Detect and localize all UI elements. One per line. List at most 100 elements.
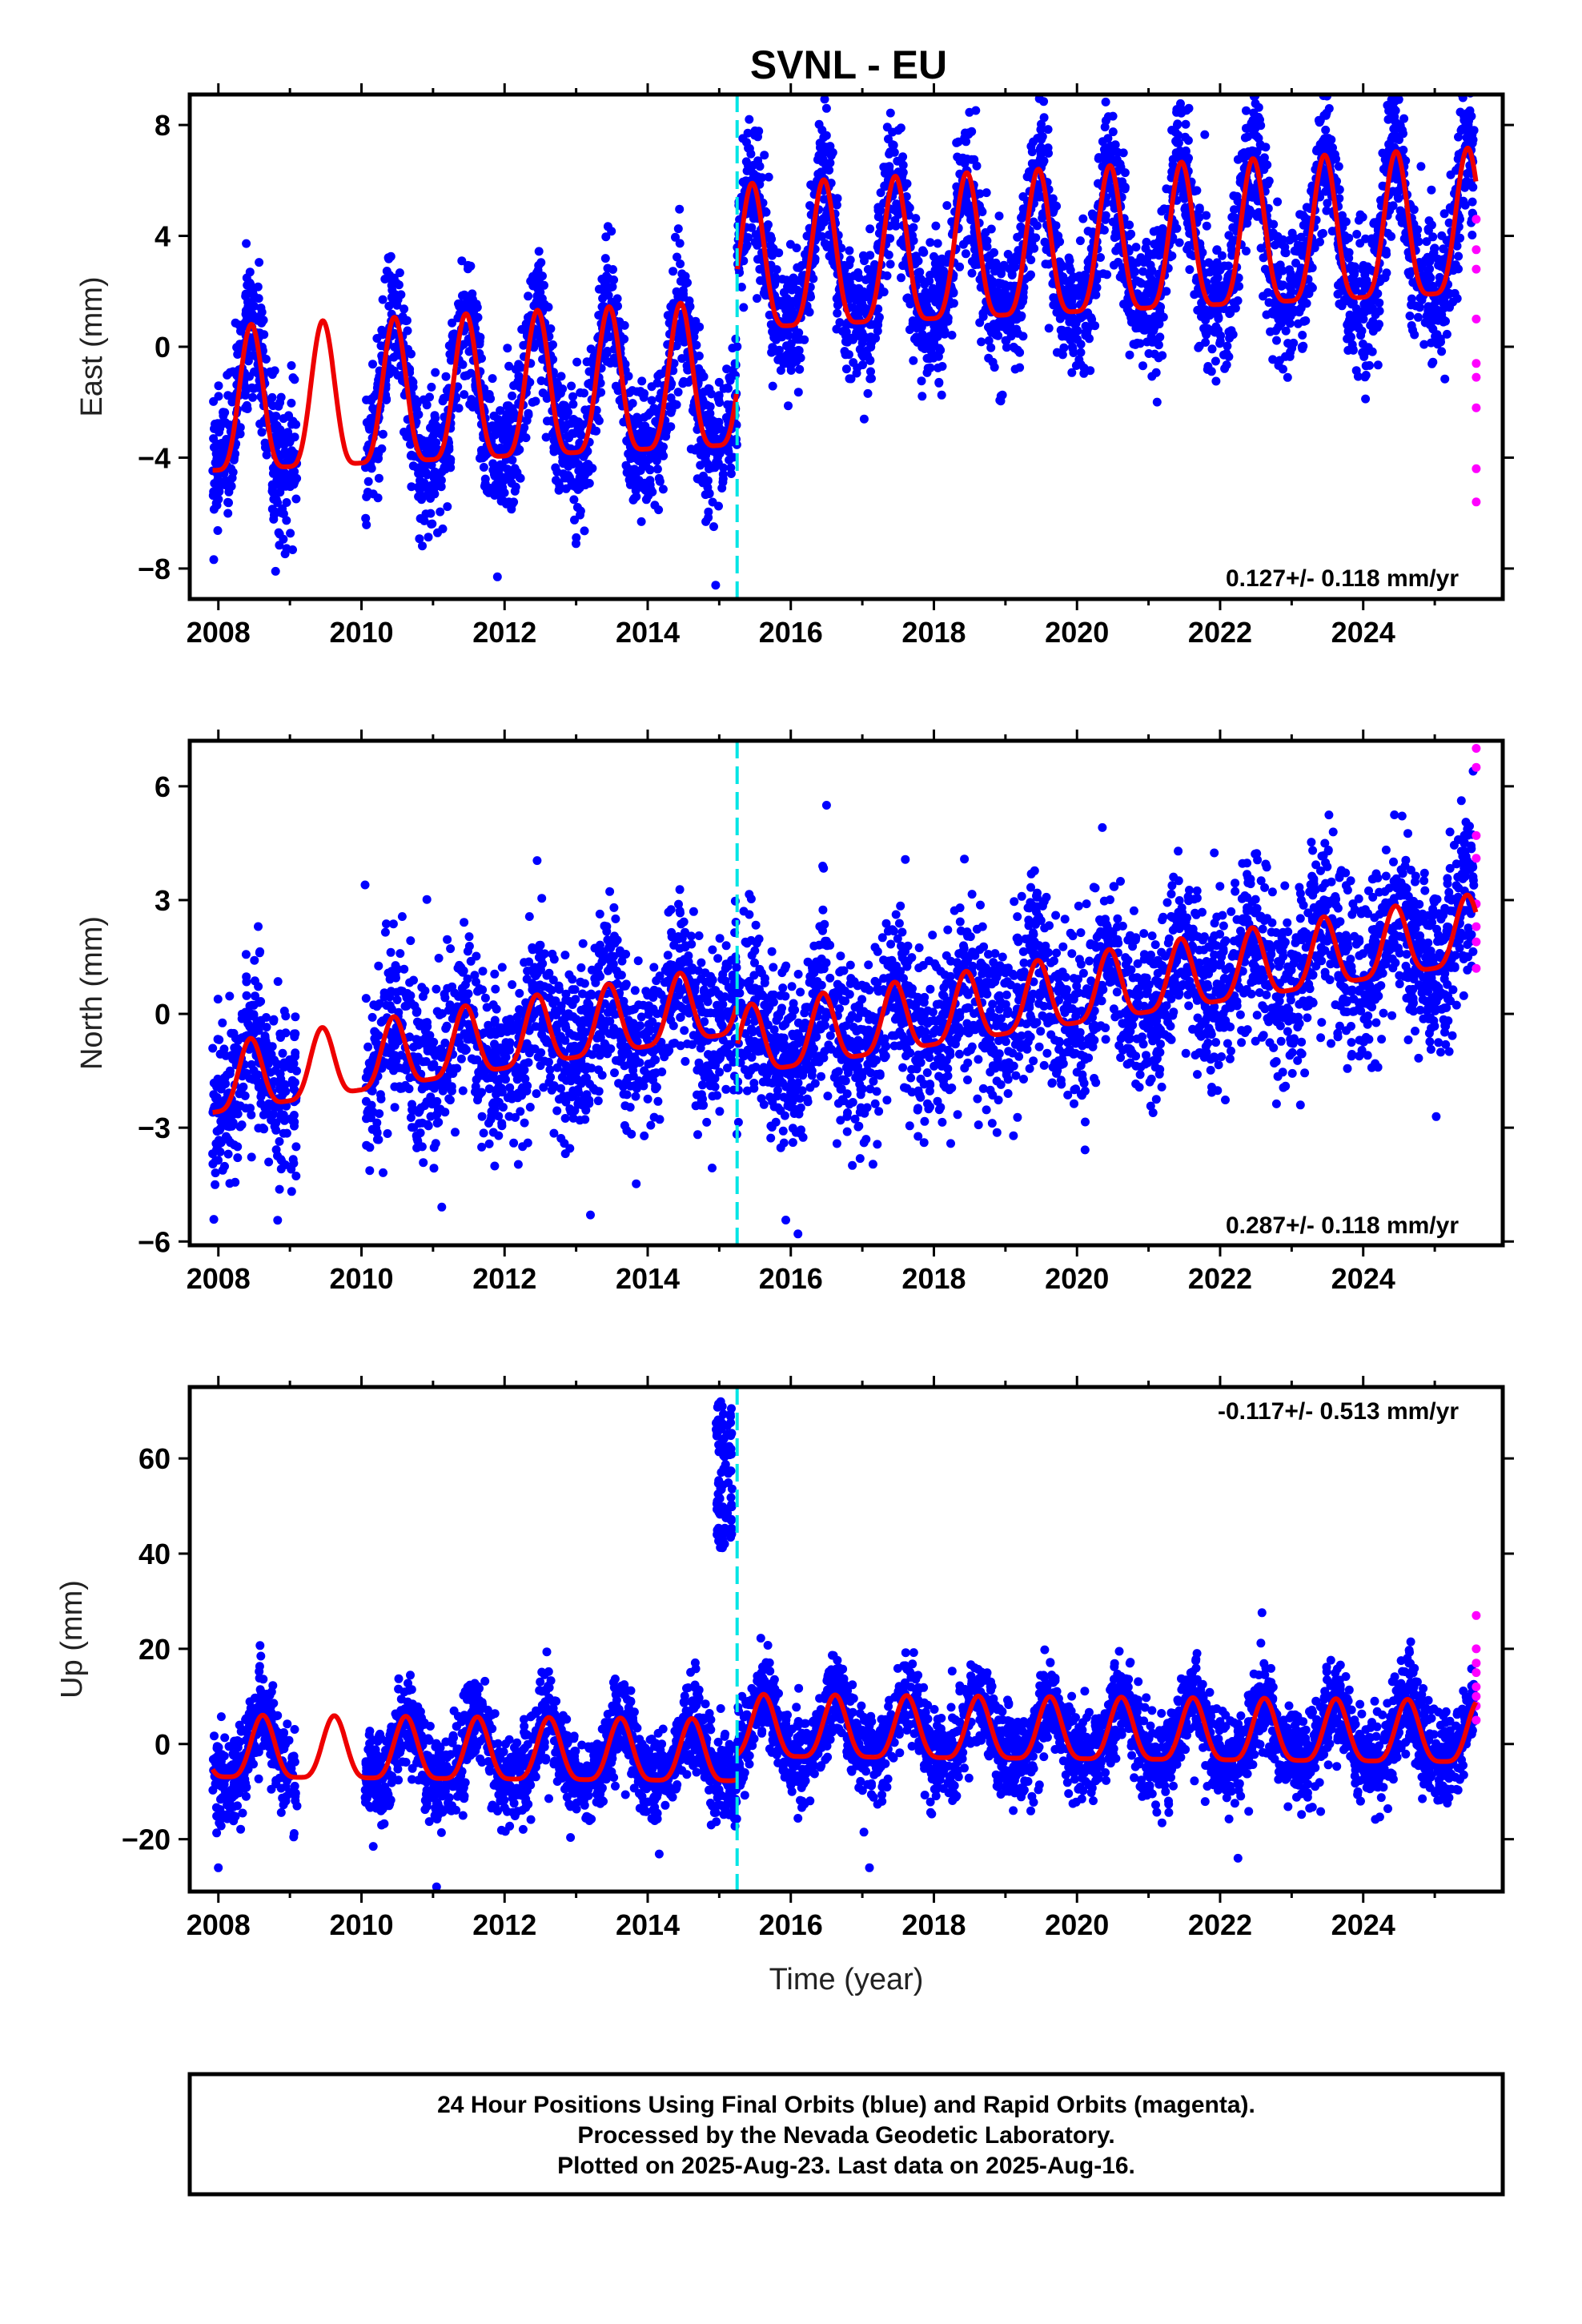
- final-orbit-point: [1347, 300, 1356, 309]
- final-orbit-point: [1010, 344, 1019, 353]
- final-orbit-point: [978, 312, 988, 321]
- final-orbit-point: [994, 211, 1004, 221]
- final-orbit-point: [643, 411, 652, 420]
- final-orbit-point: [816, 222, 825, 231]
- final-orbit-point: [213, 526, 223, 535]
- final-orbit-point: [918, 246, 928, 255]
- final-orbit-point: [1174, 149, 1183, 159]
- final-orbit-point: [500, 430, 509, 440]
- final-orbit-point: [248, 392, 258, 402]
- final-orbit-point: [967, 268, 977, 278]
- final-orbit-point: [223, 497, 233, 507]
- final-orbit-point: [407, 349, 416, 359]
- final-orbit-point: [712, 435, 721, 444]
- final-orbit-point: [1405, 312, 1415, 320]
- final-orbit-point: [240, 318, 250, 328]
- final-orbit-point: [594, 284, 604, 294]
- final-orbit-point: [1264, 298, 1274, 308]
- final-orbit-point: [440, 464, 450, 474]
- final-orbit-point: [1361, 371, 1371, 380]
- final-orbit-point: [508, 499, 517, 509]
- final-orbit-point: [1181, 119, 1191, 129]
- final-orbit-point: [407, 482, 416, 492]
- final-orbit-point: [722, 364, 732, 374]
- final-orbit-point: [1213, 273, 1223, 283]
- final-orbit-point: [431, 413, 440, 423]
- final-orbit-point: [766, 320, 776, 329]
- final-orbit-point: [600, 254, 610, 263]
- final-orbit-point: [1232, 191, 1242, 201]
- rapid-orbit-point: [1472, 245, 1481, 255]
- final-orbit-point: [424, 533, 433, 542]
- final-orbit-point: [538, 355, 548, 364]
- final-orbit-point: [457, 256, 467, 266]
- final-orbit-point: [1273, 356, 1283, 366]
- final-orbit-point: [211, 420, 219, 428]
- final-orbit-point: [1215, 281, 1225, 291]
- final-orbit-point: [742, 166, 752, 175]
- final-orbit-point: [1460, 200, 1470, 210]
- final-orbit-point: [507, 478, 516, 488]
- final-orbit-point: [1018, 204, 1028, 214]
- final-orbit-point: [705, 402, 715, 412]
- final-orbit-point: [1387, 132, 1397, 142]
- final-orbit-point: [1371, 310, 1380, 320]
- final-orbit-point: [1212, 245, 1222, 255]
- final-orbit-point: [1242, 247, 1251, 255]
- final-orbit-point: [436, 482, 446, 492]
- final-orbit-point: [1036, 125, 1046, 135]
- final-orbit-point: [1195, 213, 1204, 222]
- final-orbit-point: [753, 294, 761, 304]
- final-orbit-point: [460, 300, 470, 309]
- final-orbit-point: [1390, 96, 1399, 106]
- final-orbit-point: [374, 473, 383, 483]
- final-orbit-point: [828, 148, 837, 157]
- final-orbit-point: [1034, 94, 1044, 103]
- final-orbit-point: [1468, 183, 1478, 192]
- final-orbit-point: [503, 440, 512, 449]
- final-orbit-point: [1373, 360, 1383, 370]
- final-orbit-point: [707, 463, 717, 472]
- final-orbit-point: [568, 400, 578, 409]
- final-orbit-point: [422, 400, 432, 410]
- final-orbit-point: [1440, 374, 1450, 384]
- final-orbit-point: [575, 483, 584, 493]
- final-orbit-point: [757, 173, 767, 183]
- final-orbit-point: [1315, 147, 1324, 156]
- final-orbit-point: [400, 428, 408, 436]
- final-orbit-point: [552, 467, 562, 476]
- final-orbit-point: [1364, 297, 1374, 307]
- final-orbit-point: [833, 308, 842, 318]
- final-orbit-point: [552, 476, 560, 485]
- final-orbit-point: [928, 283, 938, 293]
- final-orbit-point: [637, 376, 647, 386]
- final-orbit-point: [1378, 181, 1387, 191]
- final-orbit-point: [641, 430, 651, 440]
- final-orbit-point: [760, 151, 769, 160]
- final-orbit-point: [1365, 360, 1374, 370]
- final-orbit-point: [785, 239, 795, 249]
- final-orbit-point: [275, 398, 285, 408]
- final-orbit-point: [271, 432, 281, 441]
- final-orbit-point: [361, 513, 371, 523]
- final-orbit-point: [783, 282, 792, 292]
- final-orbit-point: [1172, 107, 1182, 117]
- final-orbit-point: [865, 251, 875, 260]
- final-orbit-point: [223, 391, 233, 400]
- final-orbit-point: [943, 316, 953, 326]
- final-orbit-point: [1031, 233, 1041, 243]
- final-orbit-point: [1437, 347, 1447, 356]
- final-orbit-point: [861, 346, 871, 356]
- final-orbit-point: [1439, 244, 1448, 254]
- final-orbit-point: [927, 340, 937, 349]
- final-orbit-point: [1066, 275, 1076, 284]
- final-orbit-point: [1393, 193, 1403, 203]
- final-orbit-point: [753, 156, 763, 166]
- final-orbit-point: [1439, 317, 1448, 327]
- final-orbit-point: [1131, 243, 1141, 252]
- final-orbit-point: [1076, 348, 1086, 357]
- final-orbit-point: [403, 326, 412, 336]
- final-orbit-point: [427, 520, 436, 529]
- final-orbit-point: [508, 456, 517, 464]
- final-orbit-point: [767, 235, 777, 243]
